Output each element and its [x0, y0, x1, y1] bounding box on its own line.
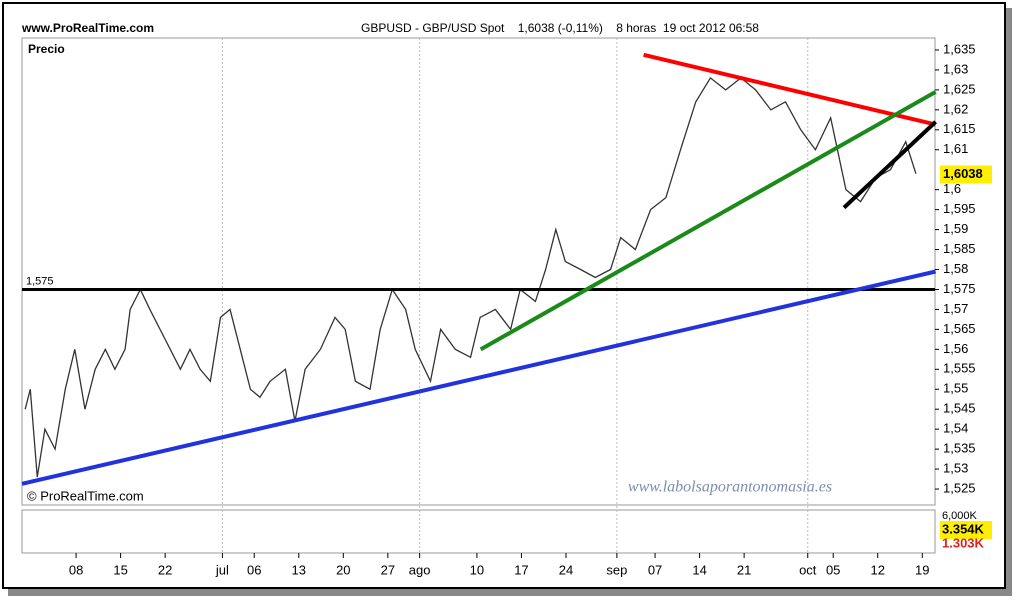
watermark: © ProRealTime.com [27, 488, 144, 503]
price-panel [21, 37, 936, 506]
x-tick-label: 20 [336, 562, 350, 577]
y-tick-label: 1,63 [943, 61, 968, 76]
support-label: 1,575 [26, 275, 54, 287]
site: www.ProRealTime.com [21, 21, 154, 35]
volume-label: 1.303K [942, 535, 985, 550]
last-price-label: 1,6038 [943, 166, 983, 181]
x-tick-label: 17 [514, 562, 528, 577]
y-tick-label: 1,535 [943, 441, 976, 456]
x-tick-label: 05 [826, 562, 840, 577]
x-tick-label: 06 [247, 562, 261, 577]
x-tick-label: 12 [871, 562, 885, 577]
x-tick-label: 08 [69, 562, 83, 577]
y-tick-label: 1,61 [943, 141, 968, 156]
chart-title: GBPUSD - GBP/USD Spot 1,6038 (-0,11%) 8 … [361, 21, 759, 35]
panel-label: Precio [28, 42, 65, 56]
volume-box [940, 521, 992, 539]
x-tick-label: 14 [692, 562, 706, 577]
y-tick-label: 1,625 [943, 81, 976, 96]
y-tick-label: 1,58 [943, 261, 968, 276]
last-price-box [940, 165, 992, 184]
x-tick-label: 15 [113, 562, 127, 577]
x-tick-label: 27 [381, 562, 395, 577]
y-tick-label: 1,6 [943, 181, 961, 196]
x-tick-label: 19 [915, 562, 929, 577]
volume-label: 6,000K [942, 510, 978, 522]
trend-line [842, 120, 938, 210]
y-tick-label: 1,59 [943, 221, 968, 236]
y-tick-label: 1,585 [943, 241, 976, 256]
volume-panel [21, 509, 936, 554]
y-tick-label: 1,56 [943, 341, 968, 356]
x-tick-label: sep [606, 562, 627, 577]
trend-line [643, 52, 937, 127]
y-tick-label: 1,62 [943, 101, 968, 116]
volume-label: 3.354K [942, 521, 985, 536]
x-tick-label: ago [409, 562, 431, 577]
x-tick-label: 22 [158, 562, 172, 577]
y-tick-label: 1,55 [943, 381, 968, 396]
y-tick-label: 1,525 [943, 480, 976, 495]
x-tick-label: 10 [470, 562, 484, 577]
x-tick-label: 24 [559, 562, 573, 577]
y-tick-label: 1,54 [943, 421, 968, 436]
price-line [24, 76, 917, 478]
trend-line [479, 90, 937, 352]
x-tick-label: oct [799, 562, 817, 577]
y-tick-label: 1,575 [943, 281, 976, 296]
credit: www.labolsaporantonomasia.es [628, 479, 832, 496]
y-tick-label: 1,565 [943, 321, 976, 336]
y-tick-label: 1,595 [943, 201, 976, 216]
y-tick-label: 1,57 [943, 301, 968, 316]
y-tick-label: 1,555 [943, 361, 976, 376]
trend-line [21, 269, 937, 486]
x-tick-label: jul [215, 562, 229, 577]
x-tick-label: 07 [648, 562, 662, 577]
y-tick-label: 1,635 [943, 41, 976, 56]
y-tick-label: 1,53 [943, 461, 968, 476]
y-tick-label: 1,545 [943, 401, 976, 416]
x-tick-label: 13 [292, 562, 306, 577]
x-tick-label: 21 [737, 562, 751, 577]
y-tick-label: 1,615 [943, 121, 976, 136]
